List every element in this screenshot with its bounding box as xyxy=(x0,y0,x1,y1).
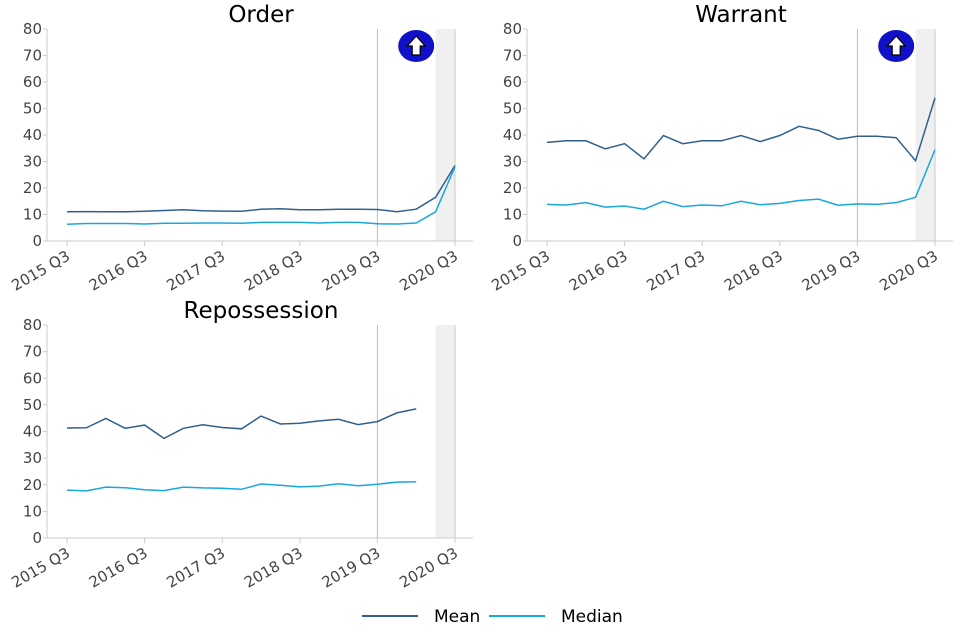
x-tick-label: 2017 Q3 xyxy=(164,544,229,592)
x-tick-label: 2018 Q3 xyxy=(721,247,786,295)
y-tick-label: 10 xyxy=(23,206,42,224)
x-tick-label: 2018 Q3 xyxy=(241,544,306,592)
shaded-period xyxy=(435,325,455,538)
y-tick-label: 0 xyxy=(512,232,522,250)
y-tick-label: 70 xyxy=(23,47,42,65)
chart-title: Repossession xyxy=(184,298,339,324)
y-tick-label: 50 xyxy=(23,396,42,414)
series-line xyxy=(546,149,936,210)
y-tick-label: 0 xyxy=(32,232,42,250)
y-tick-label: 50 xyxy=(23,100,42,118)
y-tick-label: 20 xyxy=(23,476,42,494)
x-tick-label: 2020 Q3 xyxy=(396,247,461,295)
chart-title: Order xyxy=(228,2,294,28)
y-tick-label: 60 xyxy=(23,73,42,91)
x-tick-label: 2015 Q3 xyxy=(8,247,73,295)
legend: Mean Median xyxy=(362,607,623,627)
panel: Order 0 10 20 30 40 50 60 70 80 2015 Q3 2016 Q3 2017… xyxy=(8,2,473,295)
x-tick-label: 2020 Q3 xyxy=(396,544,461,592)
legend-label: Mean xyxy=(434,607,480,627)
y-tick-label: 80 xyxy=(23,20,42,38)
x-tick-label: 2016 Q3 xyxy=(566,247,631,295)
y-tick-label: 30 xyxy=(23,449,42,467)
y-tick-label: 60 xyxy=(503,73,522,91)
chart-title: Warrant xyxy=(695,2,787,28)
x-tick-label: 2017 Q3 xyxy=(164,247,229,295)
y-tick-label: 10 xyxy=(503,206,522,224)
button-arrow xyxy=(885,35,907,56)
button-arrow xyxy=(405,35,427,56)
x-tick-label: 2019 Q3 xyxy=(319,544,384,592)
x-tick-label: 2016 Q3 xyxy=(86,544,151,592)
shaded-period xyxy=(915,29,935,241)
x-tick-label: 2015 Q3 xyxy=(8,544,73,592)
y-tick-label: 40 xyxy=(503,126,522,144)
x-tick-label: 2018 Q3 xyxy=(241,247,306,295)
y-tick-label: 30 xyxy=(23,153,42,171)
y-tick-label: 50 xyxy=(503,100,522,118)
panel: Repossession 0 10 20 30 40 50 60 70 80 2015 Q3 2016… xyxy=(8,298,473,592)
y-tick-label: 30 xyxy=(503,153,522,171)
series-line xyxy=(66,408,417,440)
x-tick-label: 2015 Q3 xyxy=(488,247,553,295)
y-tick-label: 70 xyxy=(23,343,42,361)
y-tick-label: 80 xyxy=(23,316,42,334)
y-tick-label: 80 xyxy=(503,20,522,38)
x-tick-label: 2019 Q3 xyxy=(799,247,864,295)
series-line xyxy=(546,97,936,163)
series-line xyxy=(66,165,456,213)
legend-label: Median xyxy=(561,607,623,627)
y-tick-label: 40 xyxy=(23,423,42,441)
series-line xyxy=(66,166,456,226)
y-tick-label: 60 xyxy=(23,369,42,387)
y-tick-label: 40 xyxy=(23,126,42,144)
y-tick-label: 10 xyxy=(23,502,42,520)
y-tick-label: 70 xyxy=(503,47,522,65)
series-line xyxy=(66,481,417,492)
x-tick-label: 2017 Q3 xyxy=(644,247,709,295)
y-tick-label: 20 xyxy=(503,179,522,197)
x-tick-label: 2016 Q3 xyxy=(86,247,151,295)
scroll-up-button[interactable] xyxy=(398,30,435,62)
y-tick-label: 20 xyxy=(23,179,42,197)
y-tick-label: 0 xyxy=(32,529,42,547)
x-tick-label: 2020 Q3 xyxy=(876,247,941,295)
scroll-up-button[interactable] xyxy=(878,30,915,62)
shaded-period xyxy=(435,29,455,241)
panel: Warrant 0 10 20 30 40 50 60 70 80 2015 Q3 2016 Q3 20… xyxy=(488,2,953,295)
x-tick-label: 2019 Q3 xyxy=(319,247,384,295)
